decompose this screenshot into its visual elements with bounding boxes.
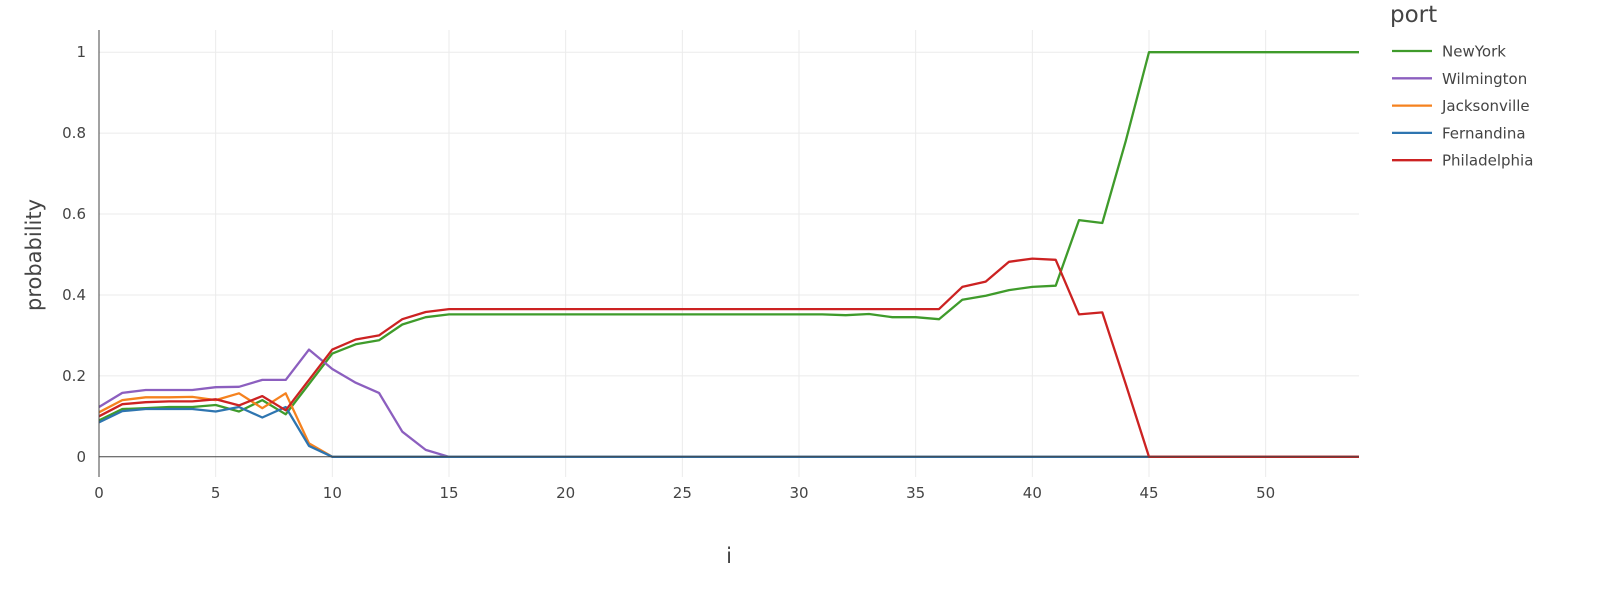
y-tick-label: 0.4 [62, 286, 86, 304]
x-tick-label: 10 [323, 484, 342, 502]
x-tick-label: 15 [439, 484, 458, 502]
x-tick-label: 30 [789, 484, 808, 502]
legend-label: Fernandina [1442, 124, 1526, 142]
x-tick-label: 35 [906, 484, 925, 502]
series-line-fernandina [98, 405, 1359, 458]
legend: port NewYork Wilmington Jacksonville Fernan… [1390, 2, 1533, 170]
x-axis-title: i [726, 544, 732, 568]
legend-item-newyork[interactable]: NewYork [1392, 43, 1506, 61]
y-tick-label: 0 [76, 448, 86, 466]
legend-title: port [1390, 2, 1437, 28]
legend-label: Philadelphia [1442, 152, 1533, 170]
legend-label: Wilmington [1442, 70, 1527, 88]
x-tick-label: 5 [211, 484, 221, 502]
legend-label: NewYork [1442, 43, 1506, 61]
y-tick-label: 0.6 [62, 205, 86, 223]
legend-item-fernandina[interactable]: Fernandina [1392, 124, 1526, 142]
x-tick-label: 0 [94, 484, 104, 502]
y-axis-title: probability [22, 199, 46, 311]
x-tick-label: 45 [1139, 484, 1158, 502]
legend-label: Jacksonville [1441, 97, 1530, 115]
series-line-jacksonville [98, 392, 1359, 458]
series-line-wilmington [98, 348, 1359, 458]
series-lines [98, 51, 1359, 458]
x-tick-label: 50 [1256, 484, 1275, 502]
legend-item-wilmington[interactable]: Wilmington [1392, 70, 1527, 88]
y-tick-label: 1 [76, 43, 86, 61]
y-tick-label: 0.8 [62, 124, 86, 142]
legend-item-jacksonville[interactable]: Jacksonville [1392, 97, 1530, 115]
x-tick-label: 25 [673, 484, 692, 502]
series-line-philadelphia [98, 257, 1359, 458]
axes: 0 5 10 15 20 25 30 35 40 45 50 0 0.2 0.4 0.6 0.8 1 [62, 30, 1359, 502]
x-tick-label: 40 [1023, 484, 1042, 502]
series-line-newyork [98, 51, 1359, 422]
legend-item-philadelphia[interactable]: Philadelphia [1392, 152, 1533, 170]
x-tick-label: 20 [556, 484, 575, 502]
y-tick-label: 0.2 [62, 367, 86, 385]
